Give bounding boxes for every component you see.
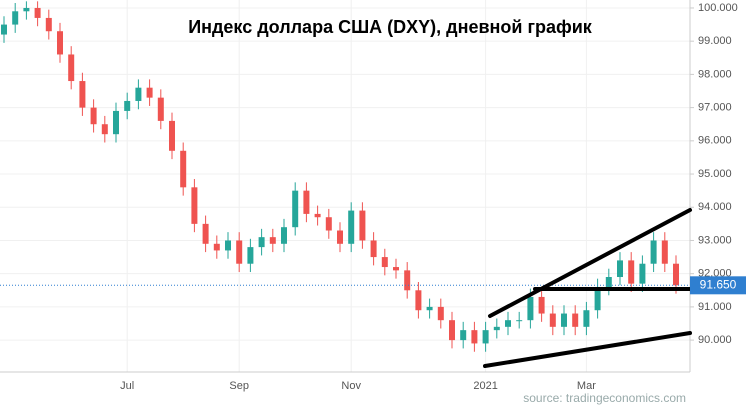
candle-body [90,107,97,125]
candle-body [135,87,142,101]
candle-body [157,97,164,121]
candle-body [370,240,377,258]
candle-body [549,313,556,327]
candle-body [225,240,231,251]
candle-body [169,120,175,151]
candle-body [639,263,646,284]
candle-body [505,320,511,327]
candle-body [661,240,668,264]
candle-body [572,313,579,327]
y-tick-label: 99.000 [698,35,732,47]
y-tick-label: 96.000 [698,135,732,147]
candle-body [337,230,343,244]
candle-body [314,213,321,218]
candle-body [493,326,500,331]
candle-body [650,240,657,264]
candle-body [269,237,276,244]
y-tick-label: 95.000 [698,168,732,180]
candle-body [538,296,545,314]
trend-line [483,331,692,368]
y-tick-label: 94.000 [698,201,732,213]
candle-body [348,210,355,244]
candle-body [281,227,287,244]
candle-body [381,257,388,268]
candle-body [460,330,467,341]
x-tick-label: Mar [577,380,596,392]
candle-body [415,290,422,311]
candle-body [146,87,153,98]
candle-body [101,124,108,135]
source: source: tradingeconomics.com [523,391,686,405]
y-tick-label: 93.000 [698,234,732,246]
y-tick-label: 91.000 [698,301,732,313]
candle-body [426,306,433,311]
candle-body [45,17,52,32]
candle-body [1,24,7,35]
candle-body [594,286,601,311]
trend-line [488,208,692,318]
y-tick-label: 97.000 [698,102,732,114]
last-price-box [690,276,746,295]
candle-body [437,306,444,321]
candle-body [303,190,310,214]
candle-body [12,11,19,25]
candle-body [471,330,478,344]
candle-body [605,277,612,287]
candle-body [393,267,399,271]
candle-body [617,260,623,278]
candle-body [57,31,63,55]
candle-body [79,81,86,108]
candle-body [628,260,635,284]
candle-body [516,320,523,322]
candle-body [124,100,131,111]
candle-body [258,237,265,248]
y-tick-label: 90.000 [698,334,732,346]
x-tick-label: Nov [341,380,361,392]
candle-body [449,320,455,341]
candle-body [583,310,590,327]
candle-body [68,54,75,82]
candle-body [202,223,209,244]
candle-body [359,210,366,241]
y-tick-label: 98.000 [698,68,732,80]
y-tick-label: 100.000 [698,2,738,14]
x-tick-label: Sep [229,380,249,392]
candle-body [23,7,30,12]
candle-body [247,247,254,264]
candle-body [561,313,567,327]
candle-body [213,243,220,251]
plot-layer [0,0,690,372]
candle-body [191,187,198,224]
candle-body [404,270,411,291]
trend-lines [483,208,692,368]
candle-body [180,150,187,188]
candle-body [236,240,243,264]
x-tick-label: 2021 [473,380,497,392]
candle-body [292,190,299,228]
x-tick-label: Jul [120,380,134,392]
candle-body [325,217,332,231]
candle-body [482,330,489,344]
candle-body [34,7,41,18]
candle-body [113,110,119,135]
candle-body [527,296,534,321]
last-price-label: 91.650 [700,277,737,291]
candle-body [673,263,679,286]
chart-title: Индекс доллара США (DXY), дневной график [188,17,593,37]
